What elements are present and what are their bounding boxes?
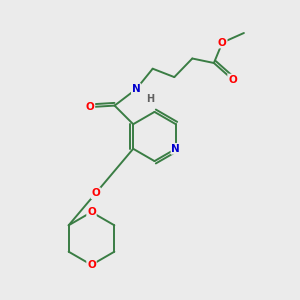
Text: O: O [92, 188, 100, 198]
Text: O: O [87, 207, 96, 217]
Text: O: O [87, 260, 96, 270]
Text: N: N [171, 144, 180, 154]
Text: O: O [85, 102, 94, 112]
Text: O: O [218, 38, 227, 48]
Text: O: O [228, 74, 237, 85]
Text: H: H [146, 94, 154, 104]
Text: N: N [132, 84, 141, 94]
